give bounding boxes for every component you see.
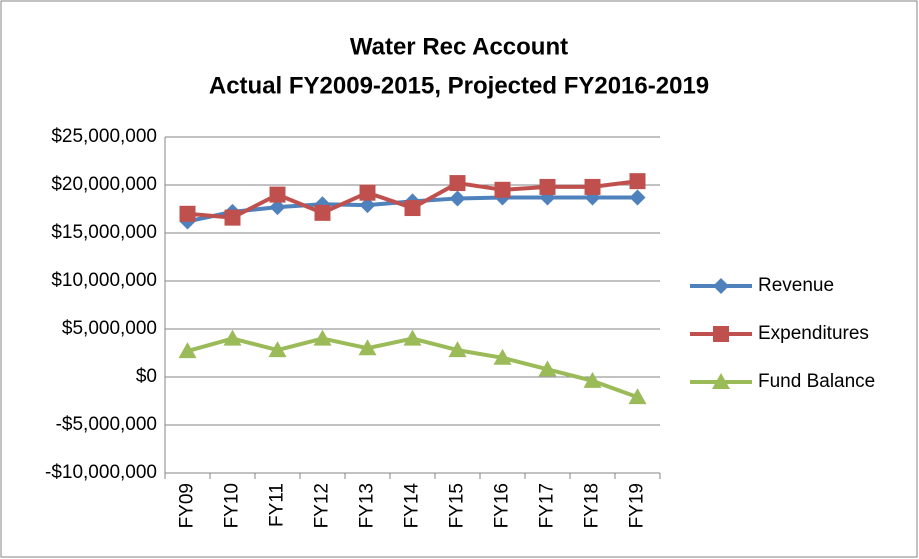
data-point [313,329,332,346]
data-point [269,199,286,216]
x-tick-label: FY12 [312,483,333,528]
y-tick-label: $10,000,000 [51,270,157,291]
data-point [314,204,331,221]
y-tick-label: $15,000,000 [51,222,157,243]
y-tick-label: $0 [136,366,157,387]
data-point [539,178,556,195]
data-point [224,209,241,226]
legend-marker [713,326,729,342]
data-point [629,173,646,190]
x-tick-label: FY13 [357,483,378,528]
data-point [358,339,377,356]
data-point [584,178,601,195]
legend-label: Expenditures [758,323,869,344]
x-tick-label: FY09 [177,483,198,528]
data-point [628,388,647,405]
data-point [404,200,421,217]
legend-label: Fund Balance [758,371,875,392]
data-point [268,341,287,358]
data-point [359,197,376,214]
data-point [448,341,467,358]
legend-marker [713,278,729,294]
data-point [449,190,466,207]
x-tick-label: FY11 [267,483,288,527]
x-tick-label: FY15 [447,483,468,528]
data-point [493,348,512,365]
y-tick-label: -$10,000,000 [45,462,157,483]
data-point [178,342,197,359]
data-point [179,205,196,222]
data-point [629,189,646,206]
data-point [223,329,242,346]
y-tick-label: $5,000,000 [62,318,157,339]
legend-marker [712,373,730,389]
data-point [449,175,466,192]
x-tick-label: FY14 [402,483,423,529]
x-tick-label: FY16 [492,483,513,528]
y-tick-label: -$5,000,000 [56,414,157,435]
data-point [583,371,602,388]
chart-subtitle: Actual FY2009-2015, Projected FY2016-201… [209,72,709,99]
chart-title: Water Rec Account [350,33,568,60]
y-tick-label: $20,000,000 [51,174,157,195]
data-point [359,184,376,201]
x-tick-label: FY19 [627,483,648,528]
x-tick-label: FY17 [537,483,558,528]
data-point [403,329,422,346]
x-tick-label: FY18 [582,483,603,528]
data-point [269,186,286,203]
data-point [538,360,557,377]
y-tick-label: $25,000,000 [51,126,157,147]
legend-label: Revenue [758,275,834,296]
x-tick-label: FY10 [222,483,243,528]
data-point [494,181,511,198]
